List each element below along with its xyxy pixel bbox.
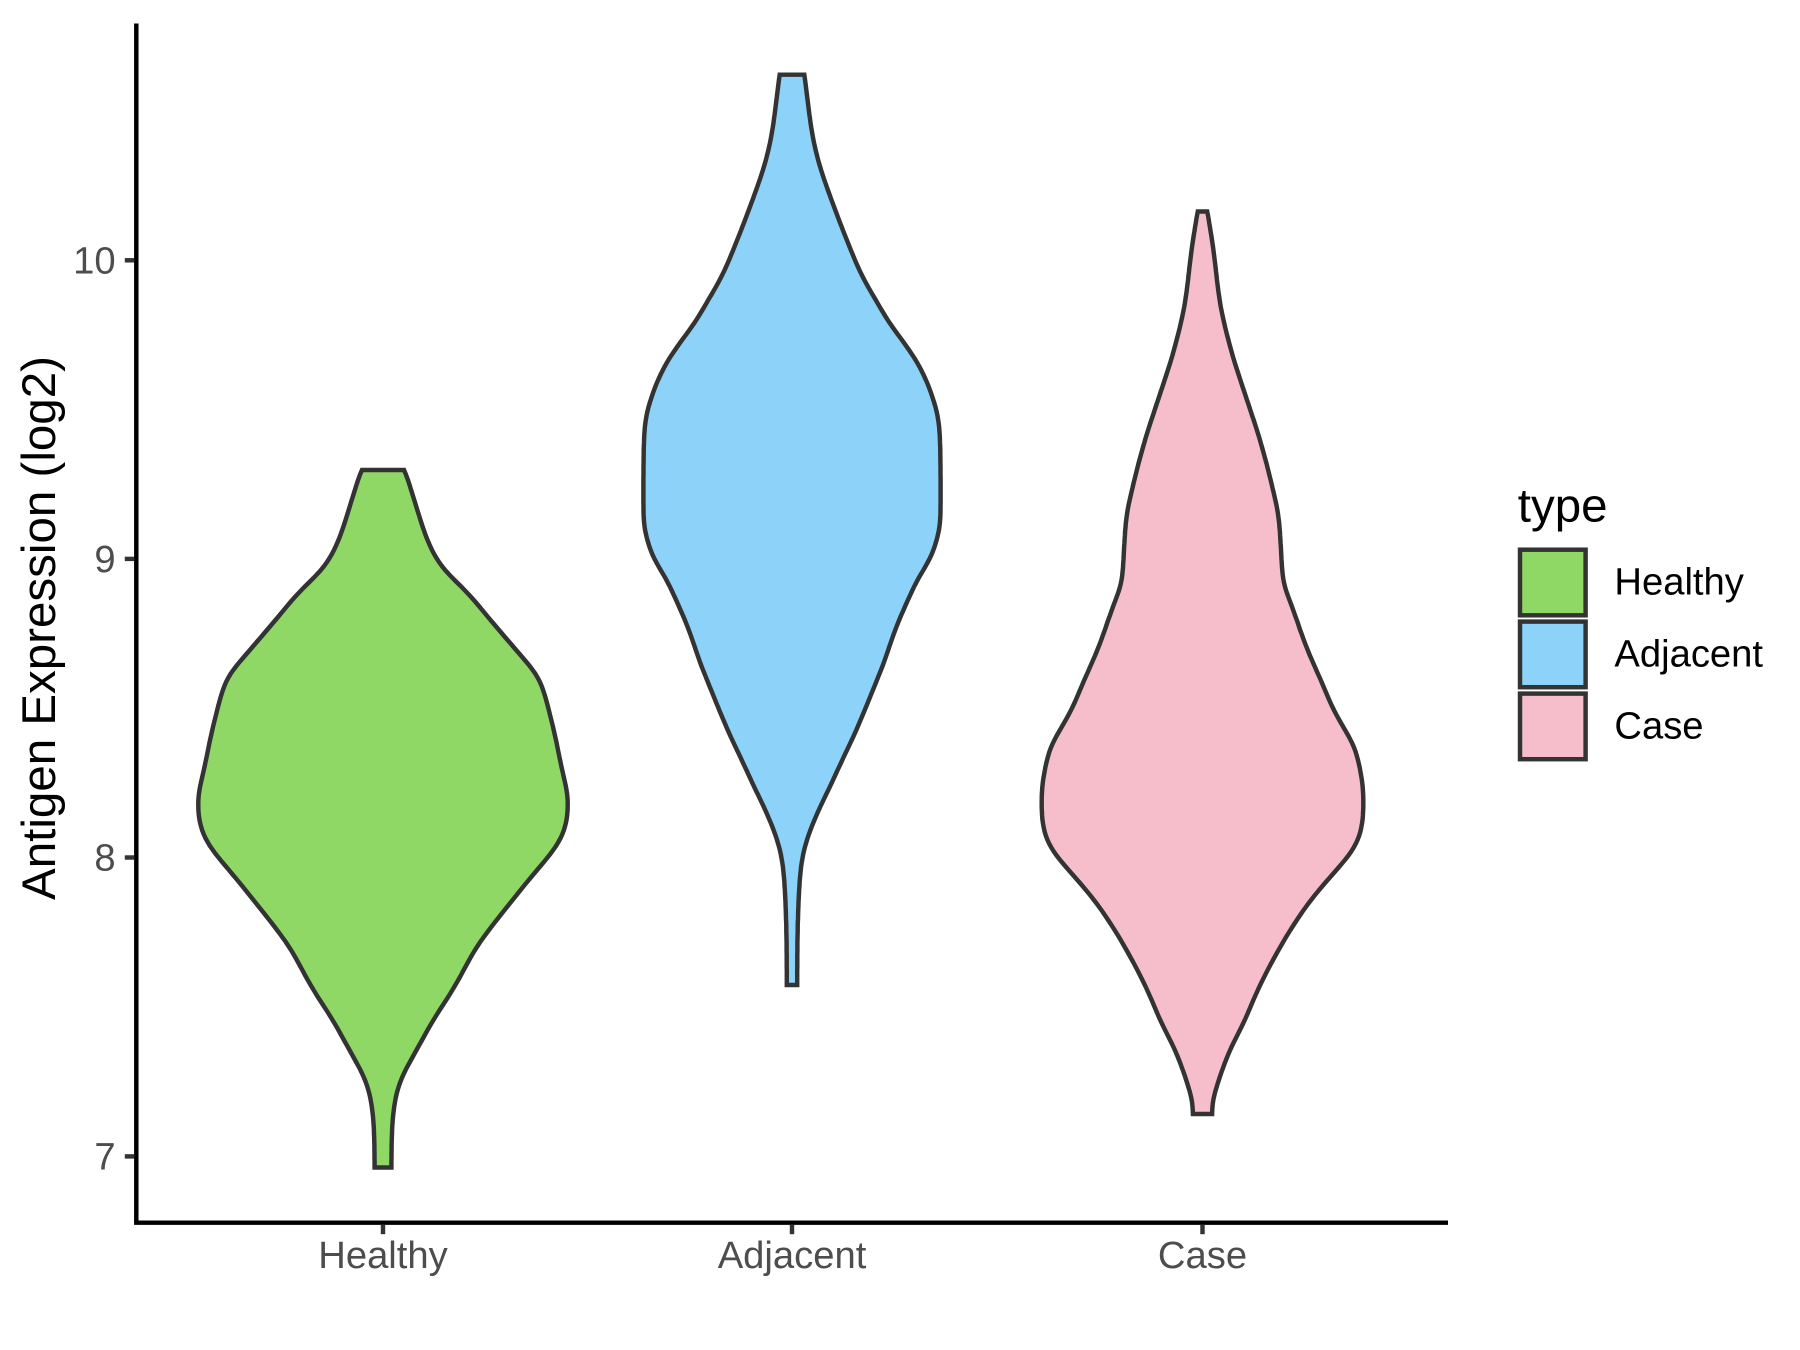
svg-text:7: 7 bbox=[94, 1136, 115, 1179]
svg-text:type: type bbox=[1518, 480, 1608, 533]
svg-text:Healthy: Healthy bbox=[318, 1234, 448, 1277]
svg-text:Case: Case bbox=[1614, 705, 1703, 748]
svg-text:Adjacent: Adjacent bbox=[1614, 633, 1763, 676]
svg-text:Antigen Expression (log2): Antigen Expression (log2) bbox=[13, 356, 66, 900]
svg-text:Healthy: Healthy bbox=[1614, 561, 1744, 604]
svg-text:10: 10 bbox=[73, 239, 115, 282]
svg-text:Case: Case bbox=[1158, 1234, 1247, 1277]
svg-text:9: 9 bbox=[94, 538, 115, 581]
svg-text:8: 8 bbox=[94, 837, 115, 880]
svg-text:Adjacent: Adjacent bbox=[718, 1234, 867, 1277]
